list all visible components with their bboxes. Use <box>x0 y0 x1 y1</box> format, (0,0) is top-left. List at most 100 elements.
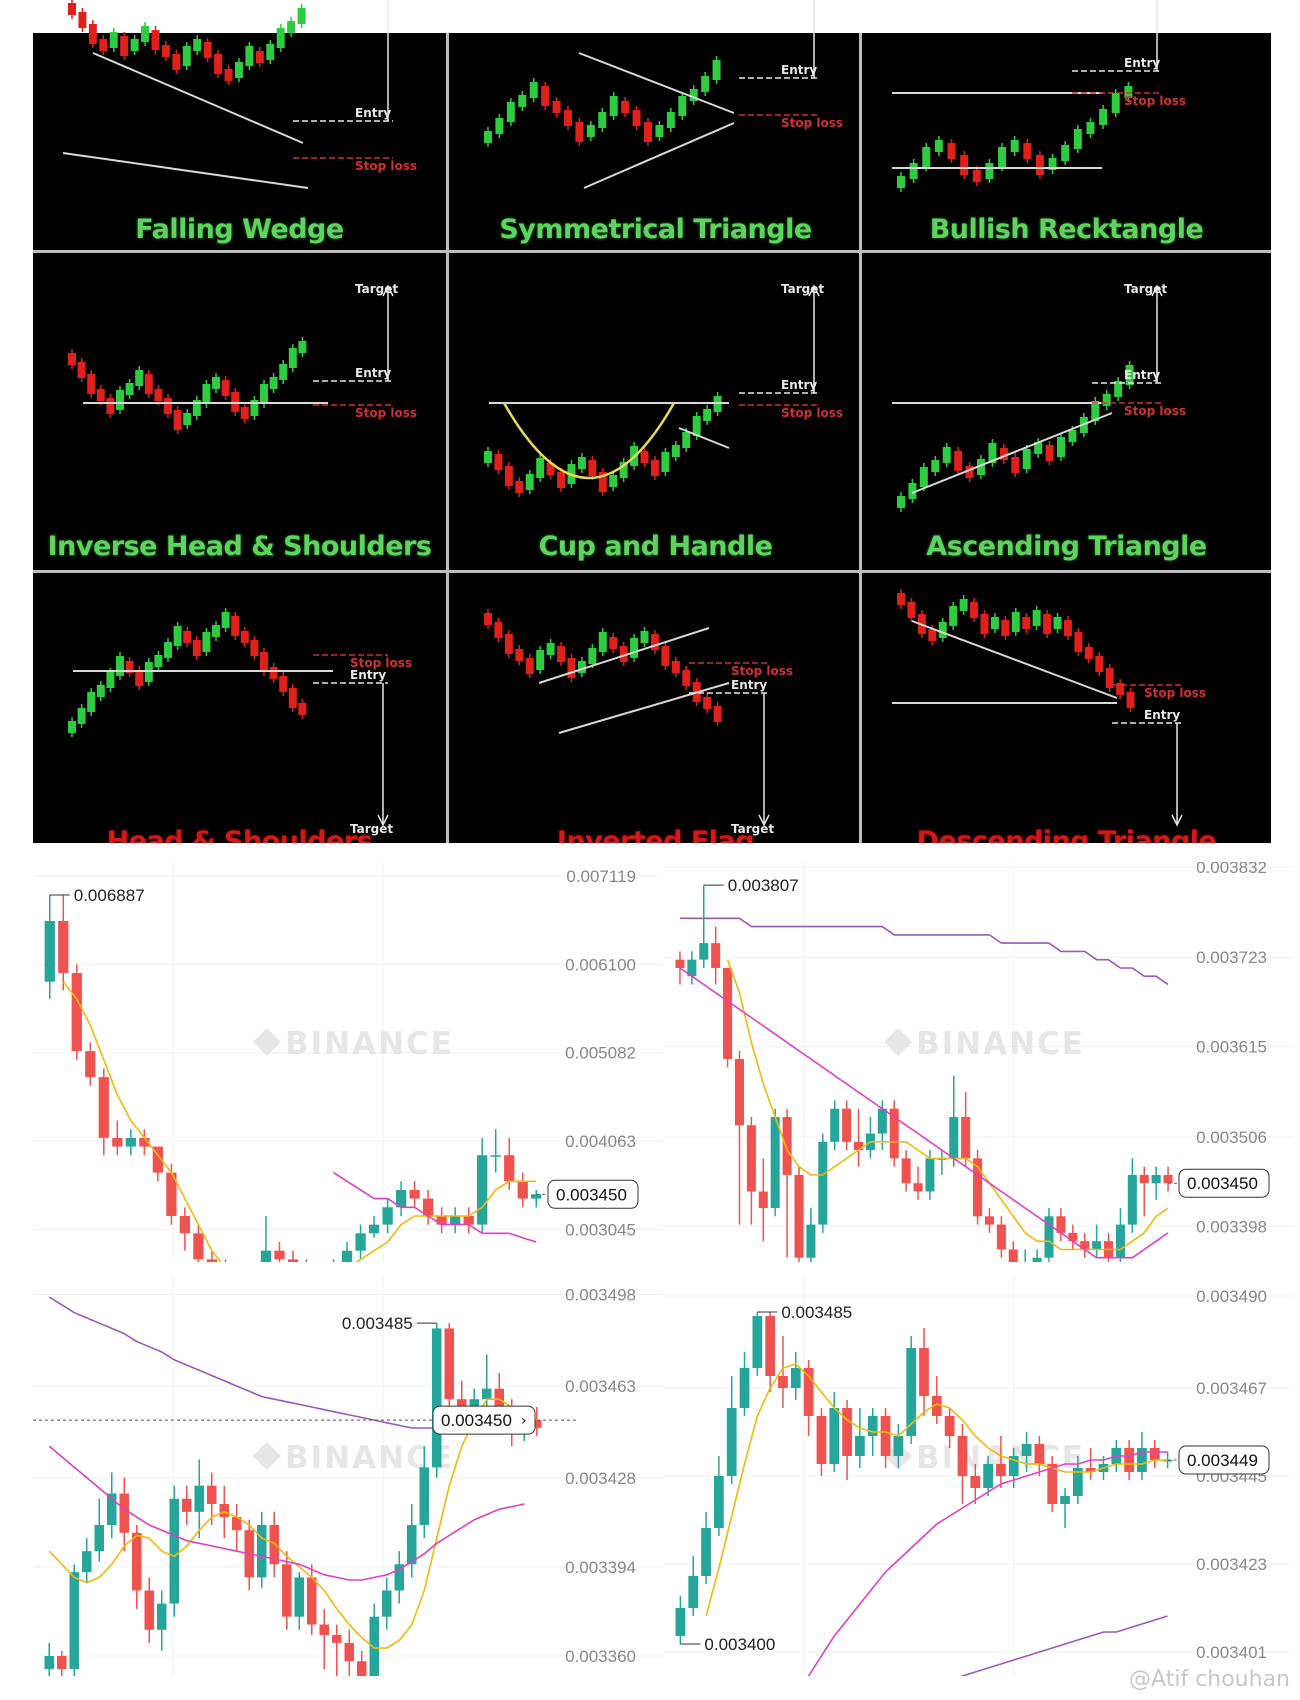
candle-bullish <box>1092 1241 1102 1250</box>
price-chart-panel-1[interactable]: 0.007119 0.006100 0.005082 0.004063 0.003045… <box>33 862 663 1262</box>
pattern-candle-bullish <box>87 692 96 712</box>
candle-bearish <box>901 1158 911 1184</box>
target-arrow-head <box>382 284 394 297</box>
pattern-candle-bearish <box>231 616 240 636</box>
pattern-candle-bullish <box>495 118 504 134</box>
candle-bullish <box>369 1616 379 1676</box>
pattern-candle-bearish <box>183 631 192 643</box>
pattern-candle-bearish <box>125 661 134 673</box>
pattern-candle-bullish <box>1034 442 1043 454</box>
pattern-candle-bearish <box>288 688 297 708</box>
pattern-candle-bullish <box>1053 617 1062 629</box>
pattern-bullish-rectangle: Entry Stop loss Bullish Recktangle <box>862 0 1271 253</box>
price-chart-panel-2[interactable]: 0.003832 0.003723 0.003615 0.003506 0.003398… <box>664 862 1294 1262</box>
pattern-candle-bullish <box>985 163 994 179</box>
candle-bullish <box>806 1224 816 1258</box>
candle-bullish <box>382 1590 392 1617</box>
pattern-candle-bullish <box>577 457 586 469</box>
pattern-candle-bullish <box>297 8 306 24</box>
pattern-candle-bearish <box>515 481 524 493</box>
pattern-candle-bearish <box>173 410 182 430</box>
pattern-candle-bearish <box>151 30 160 50</box>
candle-bearish <box>357 1661 367 1676</box>
candle-bearish <box>1163 1174 1173 1184</box>
candle-bullish <box>1137 1448 1147 1472</box>
candle-bullish <box>394 1564 404 1591</box>
current-price-label: 0.003450 <box>441 1411 512 1430</box>
pattern-candle-bullish <box>598 112 607 128</box>
pattern-trendline <box>583 122 735 189</box>
pattern-cup-and-handle: Target Entry Stop loss Cup and Handle <box>449 253 862 570</box>
pattern-candle-bullish <box>1073 129 1082 149</box>
candle-bullish <box>949 1116 959 1159</box>
current-price-label: 0.003450 <box>1187 1174 1258 1193</box>
pattern-candle-bearish <box>609 637 618 649</box>
pattern-candle-bearish <box>650 634 659 650</box>
candle-bearish <box>71 973 82 1052</box>
pattern-candle-bearish <box>99 39 108 51</box>
candle-bearish <box>758 1191 768 1209</box>
candle-bearish <box>319 1624 329 1636</box>
candle-bearish <box>996 1464 1006 1476</box>
moving-average-line <box>807 1451 1168 1676</box>
candle-bullish <box>1115 1224 1125 1258</box>
pattern-trendline <box>578 52 735 114</box>
grid-divider <box>859 33 862 843</box>
pattern-candle-bullish <box>692 416 701 436</box>
pattern-candle-bullish <box>212 377 220 389</box>
pattern-candle-bullish <box>998 147 1007 167</box>
pattern-candle-bearish <box>161 45 170 57</box>
pattern-candle-bearish <box>1045 445 1054 461</box>
pattern-symmetrical-triangle: Entry Stop loss Symmetrical Triangle <box>449 0 862 253</box>
pattern-candle-bullish <box>908 483 917 499</box>
pattern-label-stop-loss: Stop loss <box>781 406 843 420</box>
pattern-candle-bullish <box>116 656 124 676</box>
candle-bearish <box>119 1493 129 1533</box>
candlestick-chart[interactable]: 0.003498 0.003463 0.003428 0.003394 0.003360… <box>33 1276 663 1676</box>
high-price-label: 0.003807 <box>728 876 799 895</box>
pattern-candle-bullish <box>1086 122 1095 134</box>
pattern-candle-bullish <box>1091 401 1100 421</box>
y-tick-label: 0.003498 <box>565 1285 636 1304</box>
high-price-label: 0.003485 <box>781 1303 852 1322</box>
y-tick-label: 0.003467 <box>1196 1379 1267 1398</box>
pattern-candle-bearish <box>87 374 96 394</box>
pattern-candle-bearish <box>494 622 503 638</box>
pattern-candle-bullish <box>202 384 211 404</box>
candle-bearish <box>880 1416 891 1456</box>
candlestick-chart[interactable]: 0.0034900.0034670.0034450.0034230.003401… <box>664 1276 1294 1676</box>
pattern-candle-bearish <box>1116 683 1125 695</box>
pattern-candle-bearish <box>1001 620 1010 636</box>
watermark-text: BINANCE <box>285 1026 454 1062</box>
candle-bullish <box>830 1108 840 1142</box>
pattern-candle-bearish <box>598 472 607 492</box>
candle-bullish <box>714 1476 724 1528</box>
price-chart-panel-3[interactable]: 0.003498 0.003463 0.003428 0.003394 0.003360… <box>33 1276 663 1676</box>
candle-bearish <box>219 1504 229 1518</box>
pattern-candle-bullish <box>619 462 628 478</box>
candlestick-chart[interactable]: 0.003832 0.003723 0.003615 0.003506 0.003398… <box>664 862 1294 1262</box>
pattern-candle-bullish <box>934 140 943 152</box>
price-chart-panel-4[interactable]: 0.003490 0.003467 0.003445 0.003423 0.003401… <box>664 1276 1294 1676</box>
binance-watermark: BINANCE <box>253 1026 454 1062</box>
y-tick-label: 0.003463 <box>565 1377 636 1396</box>
moving-average-line <box>333 1171 537 1243</box>
moving-average-line <box>679 967 1169 1259</box>
pattern-label-entry: Entry <box>355 366 391 380</box>
candle-bearish <box>307 1577 317 1625</box>
current-price-badge <box>547 1179 639 1209</box>
pattern-candle-bullish <box>141 26 150 42</box>
pattern-candle-bearish <box>221 380 230 396</box>
pattern-candle-bullish <box>949 606 958 626</box>
candle-bearish <box>1068 1232 1078 1242</box>
pattern-candle-bearish <box>260 652 268 672</box>
pattern-label-stop-loss: Stop loss <box>731 664 793 678</box>
pattern-candle-bearish <box>164 398 172 414</box>
current-price-label: 0.003449 <box>1187 1451 1258 1470</box>
pattern-candle-bullish <box>506 102 515 122</box>
candlestick-chart[interactable]: 0.007119 0.006100 0.005082 0.004063 0.003045… <box>33 862 663 1262</box>
candle-bearish <box>58 920 69 974</box>
